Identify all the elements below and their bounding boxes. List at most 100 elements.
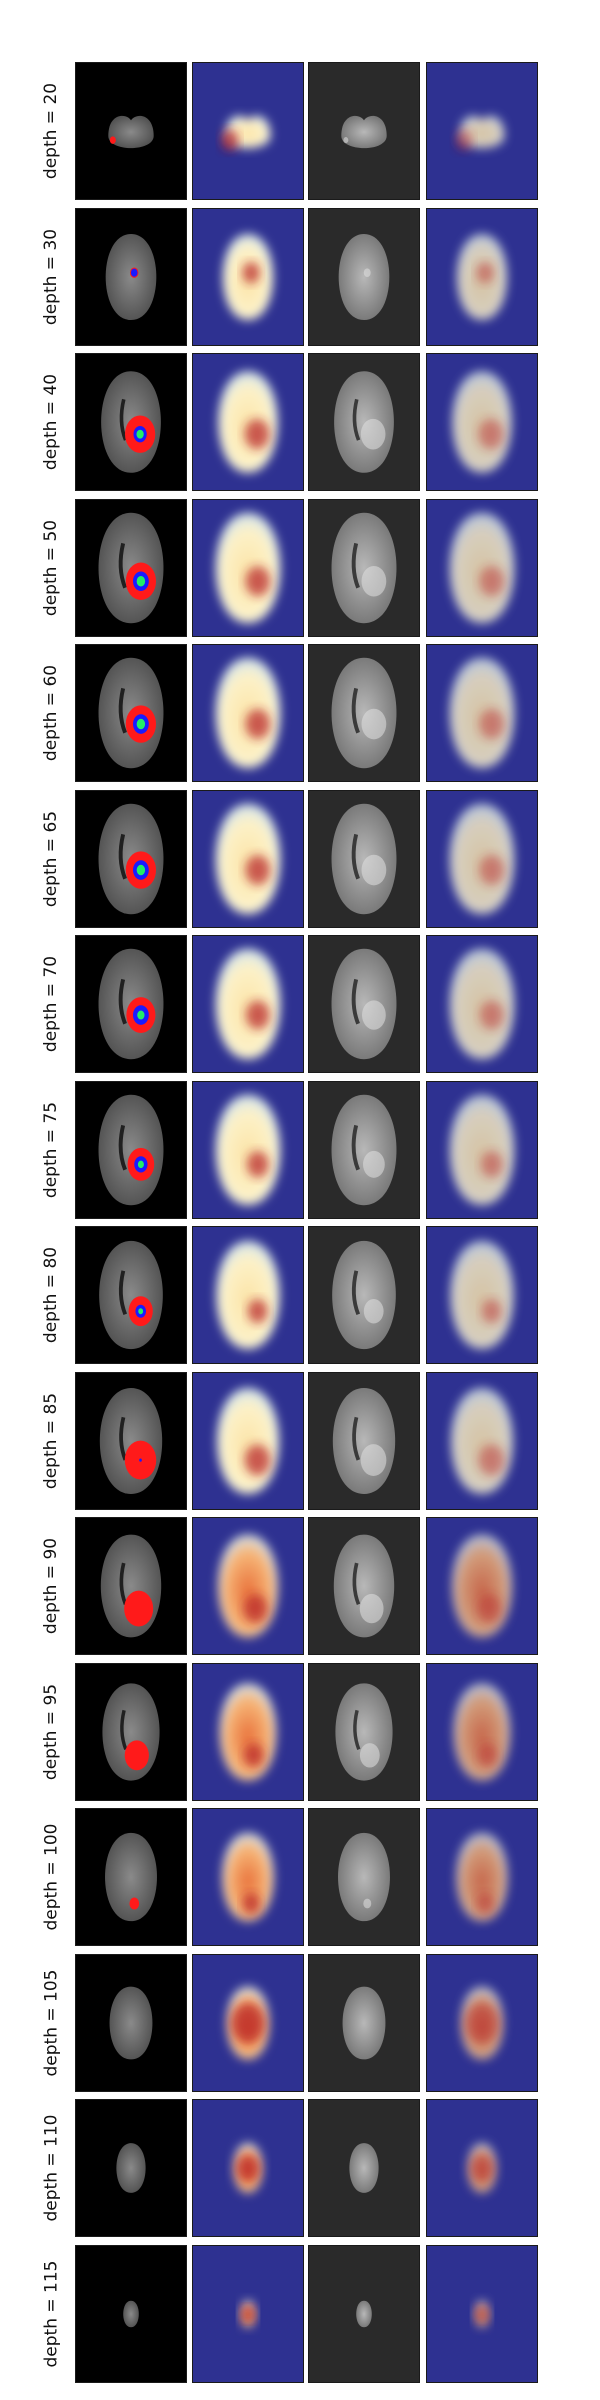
heat-field bbox=[450, 1387, 514, 1494]
attention-heatmap-panel bbox=[192, 498, 304, 637]
segmentation-overlay-panel bbox=[75, 2244, 187, 2383]
ventricle bbox=[118, 833, 127, 879]
brain-tissue bbox=[331, 512, 397, 623]
heatmap-overlay-panel bbox=[426, 2244, 538, 2383]
ventricle bbox=[351, 542, 360, 588]
heatmap-overlay-image bbox=[427, 2245, 537, 2382]
heat-field bbox=[215, 512, 281, 623]
heat-hotspot bbox=[455, 129, 473, 151]
attention-heatmap-image bbox=[193, 1954, 303, 2091]
mri-slice-panel bbox=[308, 2099, 420, 2237]
depth-label: depth = 20 bbox=[40, 62, 62, 200]
heat-hotspot bbox=[477, 1594, 502, 1623]
segmentation-overlay-image bbox=[76, 1081, 186, 1218]
depth-label-text: depth = 110 bbox=[41, 2114, 62, 2222]
depth-label: depth = 80 bbox=[40, 1226, 62, 1364]
segmentation-overlay-image bbox=[76, 354, 186, 490]
heatmap-overlay-panel bbox=[426, 62, 538, 200]
heatmap-overlay-image bbox=[427, 208, 537, 345]
heatmap-overlay-panel bbox=[426, 789, 538, 928]
heatmap-overlay-panel bbox=[426, 498, 538, 637]
brain-tissue bbox=[99, 1387, 163, 1494]
necrotic-core-region bbox=[137, 1010, 145, 1020]
necrotic-core-region bbox=[138, 1308, 144, 1315]
heat-field bbox=[218, 371, 278, 473]
hyperintense-region bbox=[359, 1593, 384, 1624]
figure-row: depth = 110 bbox=[40, 2099, 545, 2237]
heatmap-overlay-panel bbox=[426, 1080, 538, 1219]
ventricle bbox=[351, 978, 360, 1025]
hyperintense-region bbox=[361, 708, 387, 740]
necrotic-core-region bbox=[136, 575, 146, 586]
figure-row: depth = 100 bbox=[40, 1808, 545, 1946]
attention-heatmap-panel bbox=[192, 1662, 304, 1801]
heat-field bbox=[449, 948, 515, 1060]
depth-label: depth = 40 bbox=[40, 353, 62, 491]
heat-hotspot bbox=[476, 261, 495, 283]
mri-slice-image bbox=[309, 1227, 419, 1363]
edema-region bbox=[129, 1897, 140, 1910]
ventricle bbox=[352, 398, 361, 441]
heatmap-overlay-image bbox=[427, 1809, 537, 1945]
depth-label: depth = 60 bbox=[40, 644, 62, 782]
heatmap-overlay-image bbox=[427, 2100, 537, 2236]
segmentation-overlay-panel bbox=[75, 498, 187, 637]
brain-tissue bbox=[341, 115, 387, 149]
segmentation-overlay-image bbox=[76, 936, 186, 1072]
heat-hotspot bbox=[475, 2306, 489, 2321]
attention-heatmap-panel bbox=[192, 2099, 304, 2237]
figure-row: depth = 65 bbox=[40, 789, 545, 928]
heatmap-overlay-image bbox=[427, 1081, 537, 1218]
ventricle bbox=[351, 833, 360, 879]
mri-slice-panel bbox=[308, 789, 420, 928]
heat-hotspot bbox=[245, 709, 271, 739]
attention-heatmap-panel bbox=[192, 935, 304, 1073]
mri-slice-panel bbox=[308, 207, 420, 346]
ventricle bbox=[118, 1124, 127, 1170]
heatmap-overlay-image bbox=[427, 1954, 537, 2091]
depth-label: depth = 115 bbox=[40, 2245, 62, 2383]
segmentation-overlay-image bbox=[76, 1809, 186, 1945]
segmentation-overlay-panel bbox=[75, 935, 187, 1073]
ventricle bbox=[353, 1709, 361, 1750]
enhancing-region bbox=[139, 1457, 142, 1462]
brain-tissue bbox=[342, 1986, 386, 2059]
brain-tissue bbox=[338, 233, 390, 320]
ventricle bbox=[119, 398, 128, 441]
heat-field bbox=[216, 1387, 280, 1494]
figure-row: depth = 90 bbox=[40, 1517, 545, 1655]
figure-row: depth = 70 bbox=[40, 935, 545, 1073]
heat-hotspot bbox=[243, 1594, 268, 1623]
mri-slice-image bbox=[309, 1809, 419, 1945]
attention-heatmap-panel bbox=[192, 207, 304, 346]
brain-tissue bbox=[338, 1832, 390, 1922]
heatmap-overlay-panel bbox=[426, 1662, 538, 1801]
heat-field bbox=[449, 1094, 515, 1205]
heat-hotspot bbox=[479, 565, 505, 596]
hyperintense-region bbox=[359, 1742, 380, 1768]
heatmap-overlay-panel bbox=[426, 935, 538, 1073]
hyperintense-region bbox=[363, 1298, 384, 1324]
heatmap-overlay-image bbox=[427, 790, 537, 927]
figure-row: depth = 20 bbox=[40, 62, 545, 200]
ventricle bbox=[118, 687, 127, 734]
heat-field bbox=[219, 1682, 277, 1781]
attention-heatmap-image bbox=[193, 1081, 303, 1218]
depth-label-text: depth = 105 bbox=[41, 1969, 62, 2076]
heat-hotspot bbox=[470, 2154, 494, 2182]
attention-heatmap-image bbox=[193, 499, 303, 636]
depth-label-text: depth = 30 bbox=[41, 228, 62, 325]
mri-slice-image bbox=[309, 1663, 419, 1800]
edema-region bbox=[124, 1590, 154, 1627]
heat-hotspot bbox=[481, 1299, 502, 1324]
figure-row: depth = 95 bbox=[40, 1662, 545, 1801]
segmentation-overlay-panel bbox=[75, 1808, 187, 1946]
heatmap-overlay-panel bbox=[426, 1808, 538, 1946]
heatmap-overlay-image bbox=[427, 354, 537, 490]
segmentation-overlay-panel bbox=[75, 1517, 187, 1655]
mri-slice-image bbox=[309, 1081, 419, 1218]
brain-tissue bbox=[331, 657, 397, 769]
ventricle bbox=[118, 1270, 128, 1316]
attention-heatmap-image bbox=[193, 1663, 303, 1800]
heat-hotspot bbox=[479, 854, 505, 885]
